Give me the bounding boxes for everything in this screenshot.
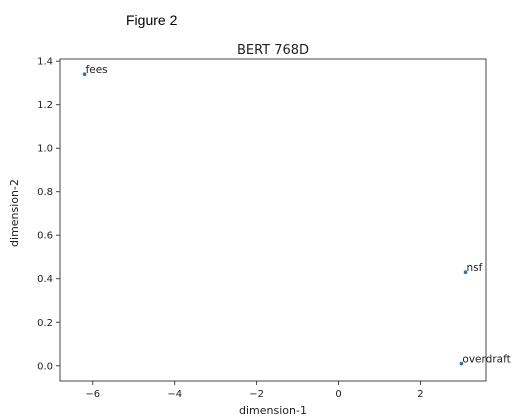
y-tick-label: 0.4 [37, 274, 53, 285]
y-tick-label: 0.0 [37, 361, 53, 372]
data-point [82, 72, 87, 77]
data-points: fees nsf overdraft [82, 64, 511, 366]
chart-title: BERT 768D [237, 43, 309, 58]
x-axis-ticks: −6 −4 −2 0 2 [85, 381, 424, 400]
plot-area [59, 58, 487, 382]
y-tick-label: 1.0 [37, 144, 53, 155]
y-axis-ticks: 0.0 0.2 0.4 0.6 0.8 1.0 1.2 1.4 [37, 57, 60, 372]
y-tick-label: 0.2 [37, 318, 53, 329]
plot-frame [59, 58, 487, 382]
y-tick-label: 1.2 [37, 100, 53, 111]
figure-caption: Figure 2 [126, 12, 178, 28]
point-label: fees [86, 64, 108, 76]
point-label: overdraft [462, 354, 510, 366]
x-tick-label: −2 [249, 389, 264, 400]
data-point [459, 361, 464, 366]
x-axis-label: dimension-1 [239, 404, 307, 417]
y-axis-label: dimension-2 [8, 179, 21, 247]
y-tick-label: 0.8 [37, 187, 53, 198]
y-tick-label: 1.4 [37, 57, 53, 68]
x-tick-label: −4 [167, 389, 182, 400]
y-tick-label: 0.6 [37, 231, 53, 242]
data-point [463, 270, 468, 275]
point-label: nsf [467, 262, 483, 274]
x-tick-label: 2 [417, 389, 423, 400]
x-tick-label: −6 [85, 389, 100, 400]
x-tick-label: 0 [335, 389, 341, 400]
